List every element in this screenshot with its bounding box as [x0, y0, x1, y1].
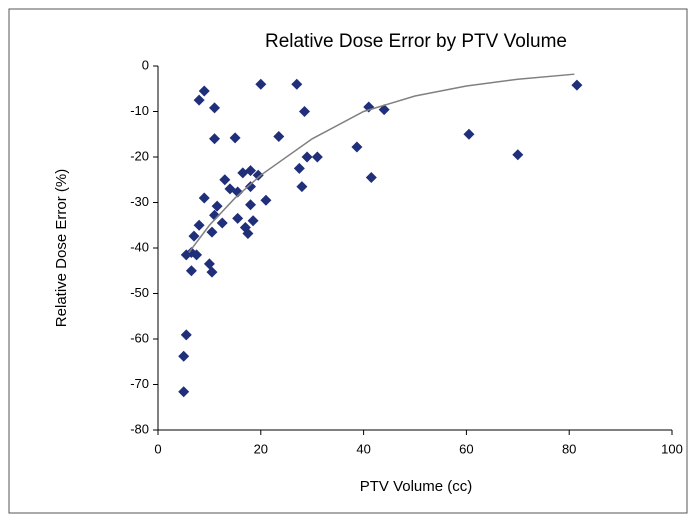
y-tick-label: -50: [130, 285, 149, 300]
y-tick-label: -80: [130, 421, 149, 436]
point: [193, 94, 205, 106]
point: [229, 132, 241, 144]
point: [178, 350, 190, 362]
point: [298, 106, 310, 117]
point: [351, 141, 363, 153]
point: [291, 78, 303, 90]
point: [273, 131, 285, 143]
point: [193, 219, 205, 231]
point: [232, 212, 244, 224]
trend-line: [188, 73, 575, 254]
y-tick-label: -10: [130, 103, 149, 118]
x-tick-label: 20: [254, 441, 268, 456]
point: [216, 217, 228, 229]
point: [245, 165, 257, 177]
chart-frame: [8, 8, 688, 514]
point: [255, 78, 267, 90]
point: [311, 151, 323, 163]
point: [293, 162, 305, 174]
point: [247, 215, 259, 227]
point: [198, 192, 210, 204]
x-tick-label: 60: [459, 441, 473, 456]
point: [211, 200, 223, 212]
x-tick-label: 80: [562, 441, 576, 456]
point: [188, 230, 200, 242]
point: [296, 181, 308, 193]
point: [206, 266, 218, 278]
point: [463, 128, 475, 140]
point: [209, 209, 221, 221]
point: [378, 104, 390, 116]
y-tick-label: -60: [130, 330, 149, 345]
point: [198, 85, 210, 97]
point: [571, 79, 583, 91]
y-tick-label: -70: [130, 376, 149, 391]
point: [209, 102, 221, 114]
point: [180, 329, 192, 341]
x-tick-label: 100: [661, 441, 683, 456]
point: [242, 227, 254, 239]
chart-title: Relative Dose Error by PTV Volume: [265, 31, 567, 52]
point: [252, 169, 264, 181]
point: [365, 171, 377, 183]
point: [203, 258, 215, 270]
point: [191, 249, 203, 261]
point: [219, 174, 231, 186]
x-tick-label: 0: [154, 441, 161, 456]
y-tick-label: -20: [130, 148, 149, 163]
y-tick-label: -30: [130, 194, 149, 209]
point: [512, 149, 524, 161]
point: [209, 133, 221, 145]
x-axis-label: PTV Volume (cc): [360, 478, 473, 495]
point: [260, 194, 272, 206]
point: [206, 226, 218, 238]
y-axis-label: Relative Dose Error (%): [53, 169, 70, 327]
point: [185, 265, 197, 277]
point: [178, 386, 190, 398]
x-tick-label: 40: [356, 441, 370, 456]
y-tick-label: 0: [142, 57, 149, 72]
point: [245, 199, 257, 211]
point: [232, 186, 244, 198]
point: [245, 181, 257, 193]
y-tick-label: -40: [130, 239, 149, 254]
point: [301, 151, 313, 163]
